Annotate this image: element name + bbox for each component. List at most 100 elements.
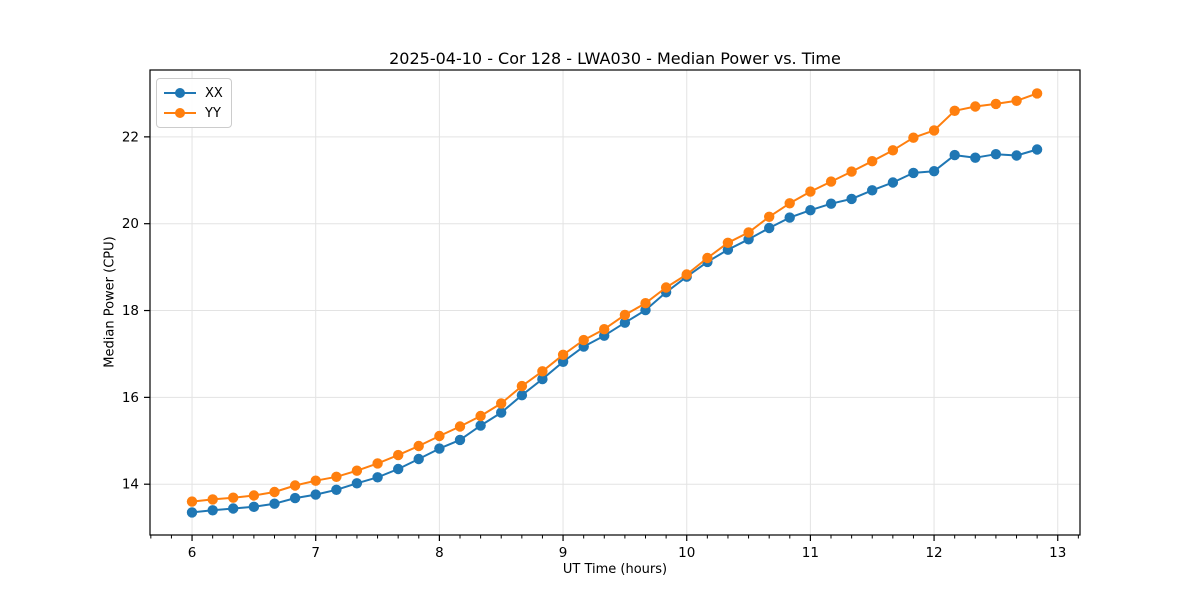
series-marker-yy (413, 440, 424, 452)
series-marker-yy (784, 198, 795, 209)
series-marker-yy (949, 105, 960, 117)
series-marker-yy (516, 380, 528, 392)
series-marker-yy (289, 480, 301, 491)
series-marker-yy (660, 282, 672, 293)
series-marker-xx (537, 373, 548, 385)
x-tick-label: 6 (188, 545, 197, 561)
series-marker-yy (990, 98, 1002, 110)
y-axis-label: Median Power (CPU) (102, 236, 118, 368)
series-marker-yy (619, 309, 631, 321)
series-marker-yy (887, 145, 899, 156)
series-marker-xx (372, 472, 383, 483)
series-marker-yy (928, 125, 940, 136)
series-marker-yy (393, 449, 404, 461)
series-marker-yy (825, 176, 837, 187)
series-marker-yy (372, 458, 383, 469)
series-marker-yy (722, 237, 734, 248)
series-marker-yy (640, 298, 651, 309)
series-marker-yy (186, 496, 198, 507)
series-marker-xx (186, 507, 198, 518)
legend-item-yy: YY (163, 103, 223, 123)
series-marker-yy (454, 421, 466, 432)
series-marker-xx (393, 463, 404, 475)
series-marker-xx (516, 390, 528, 401)
series-marker-xx (619, 317, 631, 328)
series-marker-yy (970, 101, 981, 112)
legend-item-xx: XX (163, 83, 223, 103)
y-tick-label: 22 (122, 129, 139, 145)
legend-line-marker-icon (164, 88, 196, 98)
series-marker-yy (681, 269, 692, 280)
x-tick-label: 11 (802, 545, 819, 561)
series-marker-yy (867, 156, 878, 167)
series-marker-yy (351, 465, 363, 476)
series-marker-xx (887, 177, 899, 188)
series-marker-xx (1031, 144, 1043, 155)
series-marker-xx (413, 453, 424, 465)
series-line-xx (191, 148, 1038, 514)
y-tick-label: 20 (122, 216, 139, 232)
series-marker-xx (351, 478, 363, 489)
y-tick-label: 18 (122, 303, 139, 319)
series-marker-yy (269, 486, 280, 498)
series-marker-xx (475, 420, 486, 431)
series-marker-xx (269, 498, 280, 509)
x-tick-label: 12 (925, 545, 942, 561)
series-marker-yy (764, 211, 775, 222)
series-marker-yy (599, 324, 610, 335)
series-marker-xx (928, 166, 940, 177)
series-marker-xx (990, 149, 1002, 160)
x-tick-label: 7 (311, 545, 320, 561)
x-axis-label: UT Time (hours) (562, 562, 668, 577)
series-marker-xx (949, 149, 960, 161)
series-marker-xx (310, 489, 321, 500)
series-marker-yy (1031, 88, 1043, 99)
series-marker-xx (454, 434, 466, 446)
series-marker-xx (764, 222, 775, 234)
plot-border (149, 69, 1081, 536)
series-marker-xx (784, 212, 795, 223)
series-marker-yy (310, 475, 321, 486)
series-marker-xx (867, 185, 878, 196)
series-marker-xx (846, 193, 857, 205)
series-marker-xx (228, 503, 239, 514)
series-marker-xx (825, 198, 837, 209)
x-tick-label: 10 (678, 545, 695, 561)
legend-line-marker-icon (164, 108, 196, 118)
series-marker-yy (248, 490, 260, 501)
series-marker-yy (331, 471, 342, 482)
series-marker-xx (434, 443, 445, 454)
series-marker-yy (908, 132, 919, 143)
legend-label-xx: XX (205, 85, 223, 101)
series-marker-xx (1011, 150, 1022, 161)
series-marker-xx (289, 492, 301, 504)
series-marker-xx (331, 484, 342, 495)
y-tick-label: 16 (122, 390, 139, 406)
chart-title: 2025-04-10 - Cor 128 - LWA030 - Median P… (389, 49, 841, 68)
series-marker-yy (1011, 95, 1022, 107)
series-marker-xx (207, 505, 218, 516)
series-marker-xx (248, 501, 260, 512)
x-tick-label: 9 (559, 545, 568, 561)
series-marker-xx (805, 205, 816, 216)
series-marker-xx (496, 407, 507, 418)
series-marker-xx (908, 167, 919, 179)
legend: XX YY (156, 78, 232, 128)
series-line-yy (191, 92, 1038, 503)
series-marker-yy (805, 186, 816, 197)
series-marker-yy (207, 494, 218, 505)
series-marker-yy (578, 334, 589, 346)
series-marker-yy (846, 166, 857, 177)
y-tick-label: 14 (122, 477, 139, 493)
series-marker-xx (970, 152, 981, 163)
series-marker-yy (743, 227, 754, 238)
x-tick-label: 8 (435, 545, 444, 561)
legend-label-yy: YY (205, 105, 221, 121)
x-tick-label: 13 (1049, 545, 1066, 561)
series-marker-yy (557, 349, 569, 360)
series-marker-yy (228, 492, 239, 503)
series-marker-yy (496, 398, 507, 409)
series-marker-yy (537, 366, 548, 377)
